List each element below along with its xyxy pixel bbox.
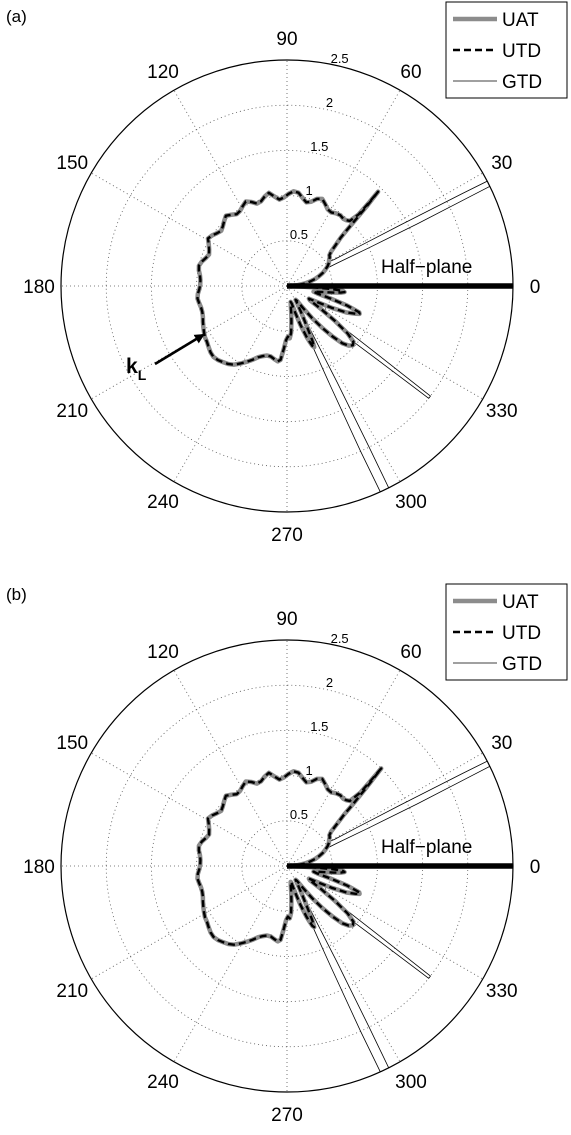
- angle-tick-label: 240: [147, 1072, 179, 1093]
- grid-spoke: [173, 285, 288, 482]
- angle-tick-label: 90: [276, 609, 297, 630]
- angle-tick-label: 0: [530, 277, 541, 298]
- grid-spoke: [173, 90, 288, 287]
- angle-tick-label: 240: [147, 492, 179, 513]
- angle-tick-labels-b: 0 30 60 90 120 150 180 210 240 270 300 330: [23, 609, 540, 1126]
- radial-tick-label: 1: [306, 763, 313, 778]
- grid-spoke: [286, 865, 401, 1062]
- legend-label-uat-b: UAT: [502, 592, 539, 613]
- radial-tick-label: 1: [306, 183, 313, 198]
- legend-label-utd-a: UTD: [502, 41, 541, 62]
- kl-label: kL: [126, 355, 147, 383]
- radial-tick-label: 2: [326, 95, 333, 110]
- radial-tick-label: 1.5: [310, 139, 328, 154]
- radial-tick-label: 2.5: [331, 631, 349, 646]
- kl-arrow: [154, 333, 205, 366]
- angle-tick-label: 120: [147, 642, 179, 663]
- half-plane-label-b: Half−plane: [381, 837, 472, 858]
- grid-spoke: [286, 285, 483, 400]
- angle-tick-labels-a: 0 30 60 90 120 150 180 210 240 270 300 330: [23, 29, 540, 546]
- radial-tick-labels-b: 0.5 1 1.5 2 2.5: [290, 631, 349, 822]
- grid-spoke: [91, 752, 288, 867]
- legend-label-gtd-b: GTD: [502, 654, 542, 675]
- radial-tick-label: 2: [326, 675, 333, 690]
- grid-spoke: [286, 172, 483, 287]
- angle-tick-label: 330: [486, 401, 518, 422]
- radial-tick-label: 0.5: [290, 807, 308, 822]
- angle-tick-label: 60: [400, 62, 421, 83]
- angle-tick-label: 30: [491, 153, 512, 174]
- polar-panel-a: (a) 0 30 60 90 120 150 180 210 240 270 300 330 0.5 1…: [6, 1, 568, 546]
- angle-tick-label: 150: [56, 153, 88, 174]
- series-utd-a: [196, 190, 380, 366]
- radial-tick-label: 0.5: [290, 227, 308, 242]
- grid-spoke: [173, 865, 288, 1062]
- grid-spoke: [173, 670, 288, 867]
- radial-tick-labels-a: 0.5 1 1.5 2 2.5: [290, 51, 349, 242]
- grid-spoke: [91, 865, 288, 980]
- grid-spoke: [286, 865, 483, 980]
- grid-spoke: [286, 90, 401, 287]
- angle-tick-label: 180: [23, 277, 55, 298]
- half-plane-label-a: Half−plane: [381, 257, 472, 278]
- angle-tick-label: 120: [147, 62, 179, 83]
- angle-tick-label: 330: [486, 981, 518, 1002]
- angle-tick-label: 270: [271, 1105, 303, 1126]
- panel-label-b: (b): [6, 585, 27, 604]
- angle-tick-label: 90: [276, 29, 297, 50]
- radial-tick-label: 1.5: [310, 719, 328, 734]
- panel-label-a: (a): [6, 7, 27, 26]
- grid-spoke: [286, 285, 401, 482]
- grid-spoke: [286, 752, 483, 867]
- radial-tick-label: 2.5: [331, 51, 349, 66]
- legend-b: UAT UTD GTD: [445, 583, 568, 681]
- angle-tick-label: 180: [23, 857, 55, 878]
- angle-tick-label: 150: [56, 733, 88, 754]
- polar-panel-b: (b) 0 30 60 90 120 150 180 210 240 270 300 330 0.5 1…: [6, 583, 568, 1126]
- angle-tick-label: 210: [56, 981, 88, 1002]
- grid-spoke: [91, 172, 288, 287]
- legend-a: UAT UTD GTD: [445, 1, 568, 99]
- angle-tick-label: 210: [56, 401, 88, 422]
- angle-tick-label: 0: [530, 857, 541, 878]
- legend-label-uat-a: UAT: [502, 10, 539, 31]
- angle-tick-label: 60: [400, 642, 421, 663]
- legend-label-utd-b: UTD: [502, 623, 541, 644]
- angle-tick-label: 30: [491, 733, 512, 754]
- angle-tick-label: 300: [395, 492, 427, 513]
- series-utd-b: [196, 767, 383, 946]
- angle-tick-label: 300: [395, 1072, 427, 1093]
- angle-tick-label: 270: [271, 525, 303, 546]
- legend-label-gtd-a: GTD: [502, 72, 542, 93]
- grid-spoke: [286, 670, 401, 867]
